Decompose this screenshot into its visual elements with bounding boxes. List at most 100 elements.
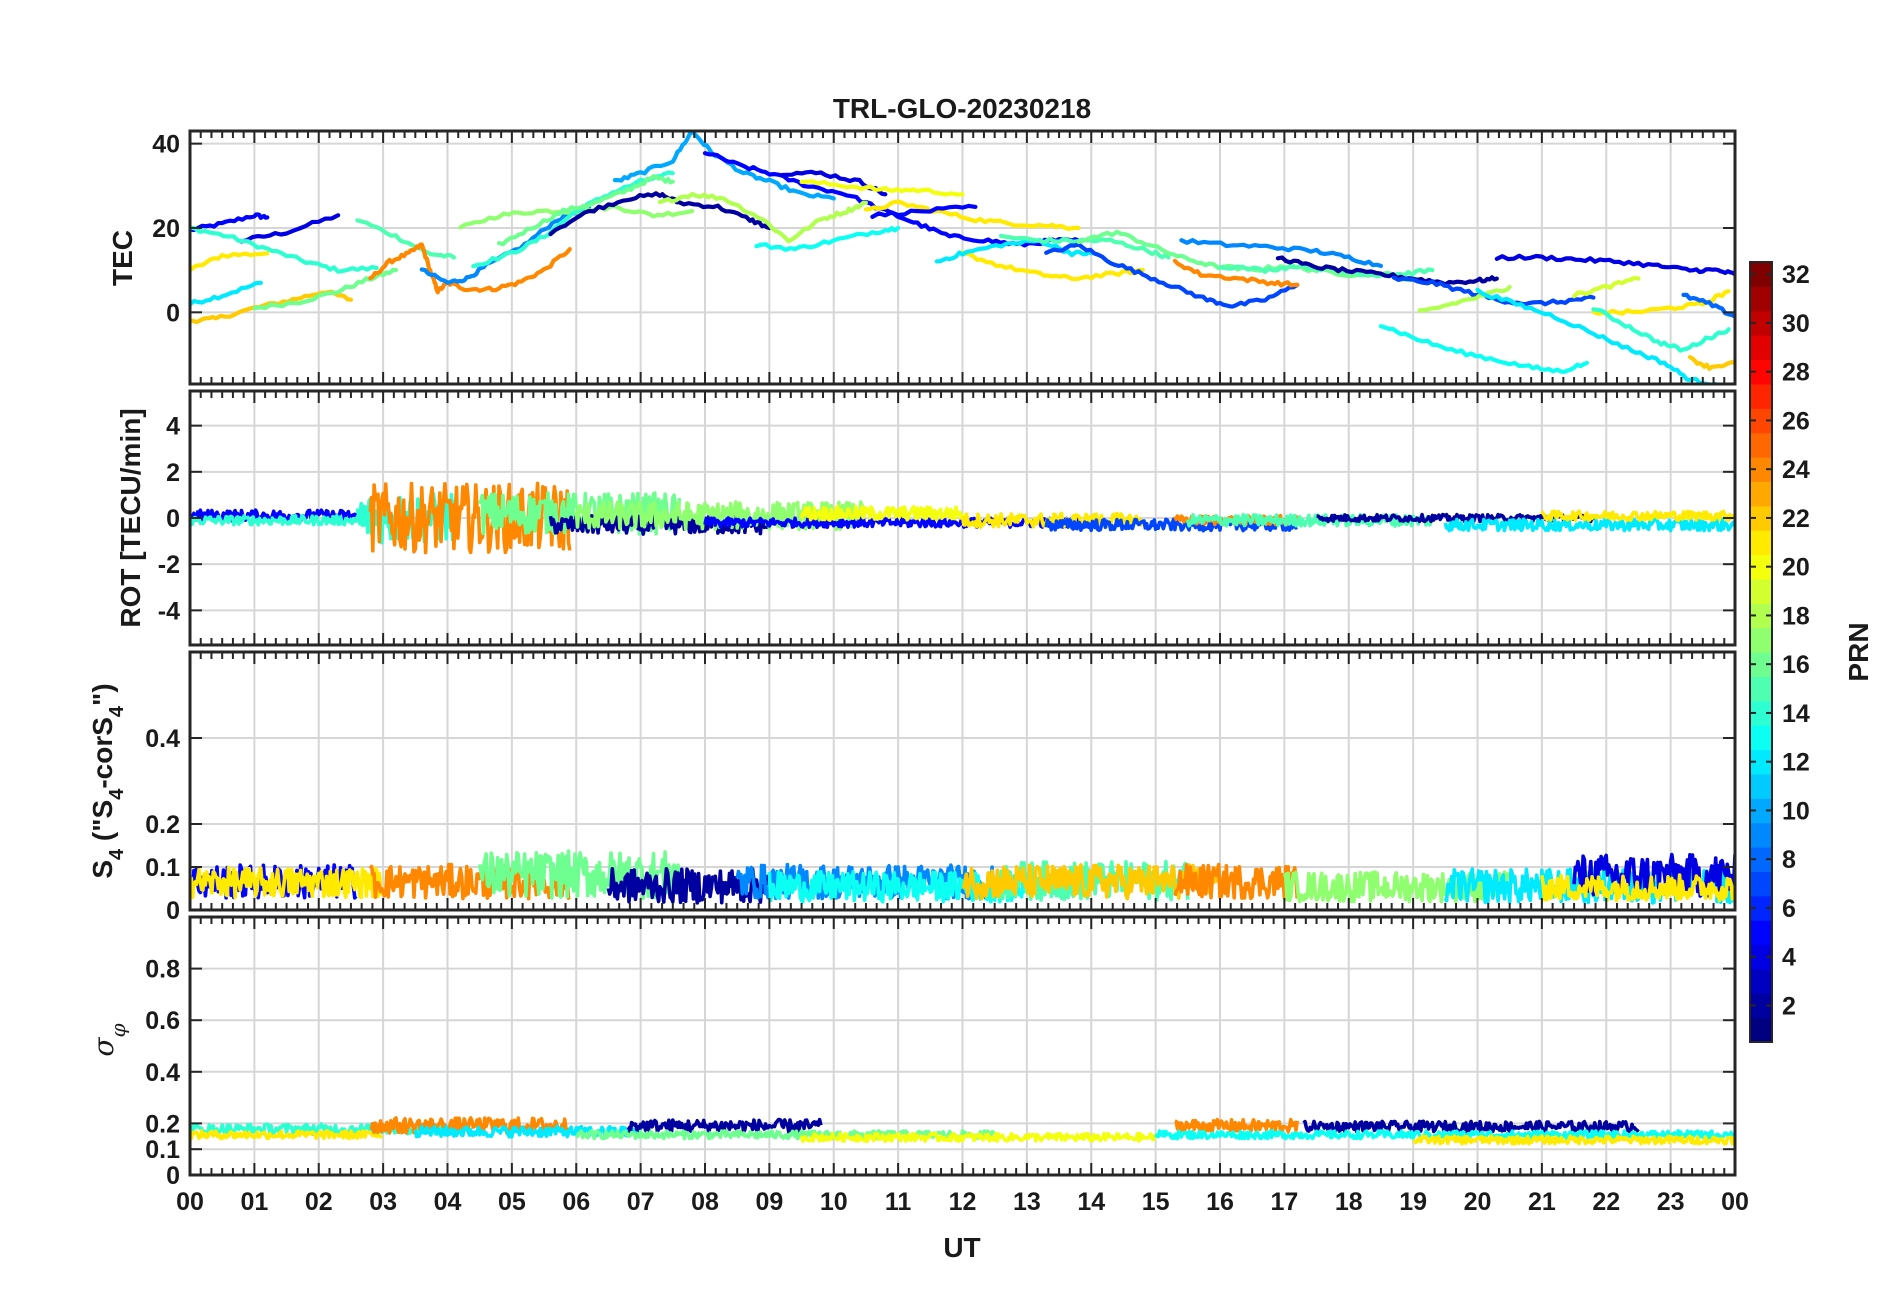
x-tick-label: 16 — [1206, 1188, 1234, 1216]
tec-track-prn-5 — [870, 203, 978, 219]
x-tick-label: 12 — [949, 1188, 977, 1216]
x-tick-label: 04 — [434, 1188, 462, 1216]
panel-rot: -4 -2 0 2 4 ROT [TECU/min] — [115, 389, 1737, 647]
colorbar-segment — [1750, 383, 1772, 409]
y-tick-label: 0 — [166, 897, 180, 925]
x-tick-label: 03 — [369, 1188, 397, 1216]
colorbar-tick-label: 22 — [1782, 505, 1810, 533]
tec-ylabel: TEC — [107, 230, 138, 286]
colorbar-segment — [1750, 457, 1772, 482]
colorbar-segment — [1750, 993, 1772, 1019]
colorbar-tick-label: 28 — [1782, 359, 1810, 387]
y-tick-label: -2 — [158, 551, 180, 579]
colorbar-segment — [1750, 310, 1772, 336]
colorbar-tick-label: 10 — [1782, 797, 1810, 825]
colorbar-segment — [1750, 262, 1772, 287]
y-tick-label: 0.4 — [145, 725, 180, 753]
colorbar-segment — [1750, 871, 1772, 897]
colorbar-segment — [1750, 554, 1772, 580]
colorbar-tick-label: 26 — [1782, 407, 1810, 435]
rot-ticks: -4 -2 0 2 4 — [158, 391, 1736, 645]
y-tick-label: 0.6 — [145, 1007, 180, 1035]
y-tick-label: 0 — [166, 1162, 180, 1190]
y-tick-label: 0.2 — [145, 1110, 180, 1138]
tec-track-prn-13 — [754, 225, 901, 252]
tec-track-prn-12 — [934, 237, 1094, 264]
sigma-trace-prn-24 — [369, 1116, 572, 1135]
tec-track-prn-15 — [998, 233, 1171, 260]
tec-track-prn-21 — [190, 251, 270, 273]
colorbar-tick-label: 32 — [1782, 261, 1810, 289]
sigma-trace-prn-21 — [1412, 1134, 1735, 1146]
colorbar-gradient — [1750, 262, 1772, 1043]
colorbar-segment — [1750, 798, 1772, 824]
colorbar-segment — [1750, 895, 1772, 921]
s4-trace-prn-21 — [1540, 873, 1735, 903]
y-tick-label: 0.8 — [145, 956, 180, 984]
colorbar-tick-label: 8 — [1782, 846, 1796, 874]
colorbar-tick-label: 24 — [1782, 456, 1810, 484]
tec-track-prn-4 — [239, 213, 341, 244]
tec-track-prn-24 — [1172, 258, 1300, 288]
rot-series — [190, 481, 1735, 555]
colorbar-tick-label: 18 — [1782, 602, 1810, 630]
x-tick-label: 00 — [176, 1188, 204, 1216]
colorbar-tick-label: 14 — [1782, 700, 1810, 728]
x-tick-label: 06 — [562, 1188, 590, 1216]
x-tick-label: 13 — [1013, 1188, 1041, 1216]
x-tick-label: 23 — [1657, 1188, 1685, 1216]
tec-track-prn-20 — [799, 179, 965, 197]
tec-track-prn-7 — [1391, 275, 1596, 307]
colorbar-segment — [1750, 725, 1772, 751]
colorbar-segment — [1750, 920, 1772, 946]
tec-track-prn-21 — [863, 199, 1081, 231]
tec-track-prn-4 — [1494, 253, 1735, 277]
colorbar-segment — [1750, 968, 1772, 994]
colorbar-segment — [1750, 773, 1772, 799]
colorbar-segment — [1750, 505, 1772, 531]
y-tick-label: 0.1 — [145, 854, 180, 882]
colorbar-segment — [1750, 481, 1772, 507]
x-tick-labels: 00 01 02 03 04 05 06 07 08 09 10 11 12 13 14 15 16 17 18 19… — [176, 1188, 1749, 1216]
tec-track-prn-14 — [190, 225, 379, 274]
y-tick-label: 4 — [166, 413, 180, 441]
colorbar-label: PRN — [1843, 622, 1874, 681]
sigma-trace-prn-24 — [1174, 1117, 1299, 1135]
y-tick-label: 2 — [166, 459, 180, 487]
s4-series — [190, 849, 1735, 905]
colorbar-tick-label: 4 — [1782, 944, 1796, 972]
tec-track-prn-14 — [471, 170, 675, 269]
tec-track-prn-18 — [657, 192, 869, 244]
x-tick-label: 22 — [1592, 1188, 1620, 1216]
rot-trace-prn-20 — [799, 504, 965, 522]
x-tick-label: 05 — [498, 1188, 526, 1216]
y-tick-label: 0 — [166, 505, 180, 533]
panel-tec: 0 20 40 TEC — [107, 129, 1737, 386]
y-tick-label: 0.2 — [145, 811, 180, 839]
tec-track-prn-19 — [1571, 275, 1641, 299]
colorbar-segment — [1750, 822, 1772, 848]
tec-track-prn-9 — [1179, 238, 1384, 268]
colorbar-segment — [1750, 749, 1772, 775]
x-tick-label: 21 — [1528, 1188, 1556, 1216]
y-tick-label: 0 — [166, 299, 180, 327]
x-tick-label: 19 — [1399, 1188, 1427, 1216]
x-tick-label: 07 — [627, 1188, 655, 1216]
s4-ylabel: S4 ("S4-corS4") — [87, 683, 128, 878]
x-tick-label: 14 — [1077, 1188, 1105, 1216]
colorbar-segment — [1750, 359, 1772, 385]
x-tick-label: 15 — [1142, 1188, 1170, 1216]
sigma-series — [190, 1116, 1735, 1146]
sigma-trace-prn-20 — [799, 1131, 1158, 1143]
tec-track-prn-10 — [612, 131, 836, 201]
x-tick-label: 11 — [885, 1188, 912, 1216]
colorbar-segment — [1750, 335, 1772, 361]
x-tick-label: 00 — [1721, 1188, 1749, 1216]
x-axis-label: UT — [943, 1232, 980, 1263]
rot-trace-prn-14 — [190, 513, 377, 527]
colorbar-segment — [1750, 286, 1772, 312]
rot-trace-prn-24 — [368, 481, 572, 555]
y-tick-label: 40 — [152, 131, 180, 159]
x-tick-label: 02 — [305, 1188, 333, 1216]
